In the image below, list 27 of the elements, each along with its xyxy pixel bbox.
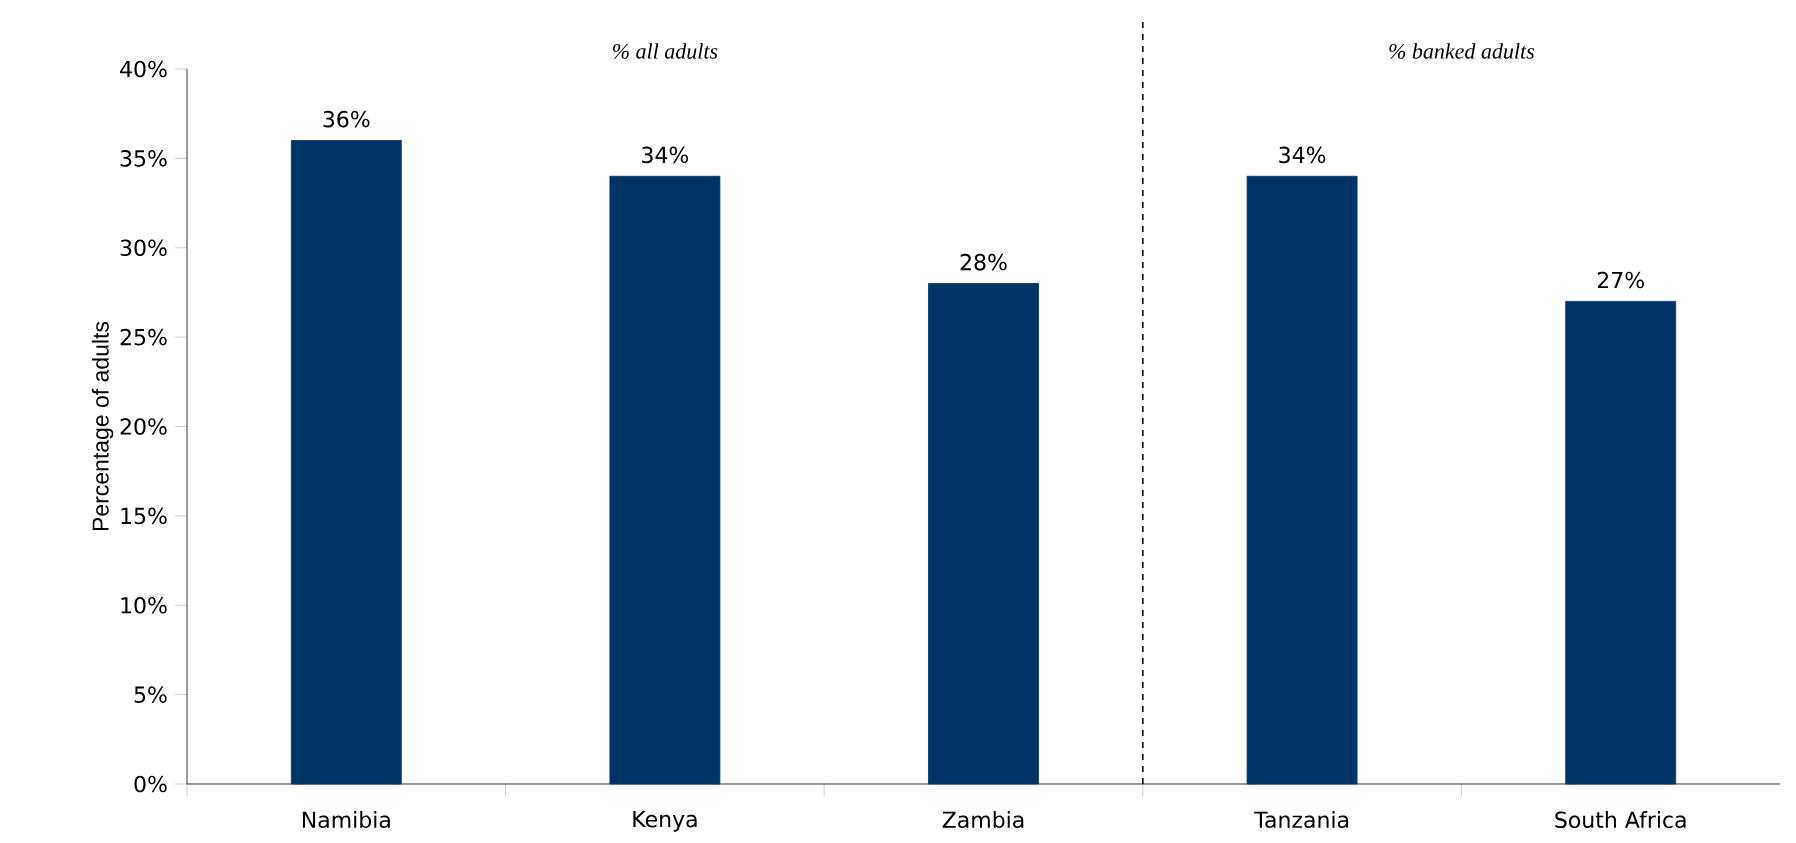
text: % banked adults [1389, 43, 1535, 59]
data-label: 34% [642, 146, 689, 164]
data-label: 27% [1597, 271, 1644, 289]
bar [290, 140, 402, 785]
x-tick-label: Tanzania [1254, 811, 1349, 829]
x-tick-label: Zambia [942, 811, 1024, 829]
y-tick-label: 0% [134, 775, 167, 793]
y-tick-label: 5% [134, 686, 167, 703]
bar [1565, 300, 1677, 785]
x-tick-label: South Africa [1555, 811, 1686, 829]
bar [928, 283, 1039, 785]
data-label: 36% [323, 110, 370, 128]
y-tick-label: 10% [121, 596, 167, 614]
data-label: 28% [960, 253, 1007, 271]
y-tick-label: 25% [120, 328, 167, 346]
x-tick-label: Namibia [302, 811, 390, 829]
text: % all adults [612, 43, 718, 59]
y-tick-label: 20% [120, 418, 167, 435]
data-label: 34% [1279, 146, 1326, 164]
bar [609, 175, 721, 785]
x-tick-label: Kenya [633, 811, 697, 832]
y-tick-label: 15% [121, 507, 167, 525]
y-tick-label: 40% [120, 60, 167, 78]
y-axis-title: Percentage of adults [91, 321, 114, 531]
y-tick-label: 35% [120, 150, 167, 167]
bar [1246, 175, 1358, 785]
y-tick-label: 30% [120, 239, 167, 257]
